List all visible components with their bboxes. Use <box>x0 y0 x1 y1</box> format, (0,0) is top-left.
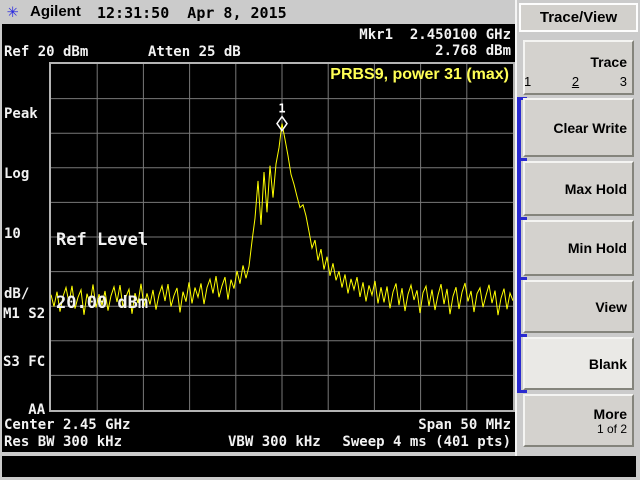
softkey-page-indicator: 1 of 2 <box>596 421 627 436</box>
span-label: Span 50 MHz <box>418 417 511 433</box>
softkey-blank[interactable]: Blank <box>523 337 634 390</box>
menu-title: Trace/View <box>519 3 638 32</box>
agilent-starburst-icon: ✳ <box>7 0 19 22</box>
softkey-label: Max Hold <box>564 180 627 197</box>
display-screen: 1 Mkr1 2.450100 GHz 2.768 dBm Ref 20 dBm… <box>2 24 515 452</box>
status-line: AA <box>3 402 46 418</box>
softkey-label: Clear Write <box>553 119 627 136</box>
marker-number-label: 1 <box>278 102 285 116</box>
softkey-label: View <box>595 298 627 315</box>
trace-mode-bracket <box>517 97 521 393</box>
softkey-view[interactable]: View <box>523 280 634 333</box>
scale-per-div-unit: dB/ <box>4 286 30 302</box>
message-bar <box>2 456 636 477</box>
softkey-panel: Trace/View Trace 1 2 3 Clear Write Max H… <box>515 0 640 456</box>
status-line: M1 S2 <box>3 306 46 322</box>
ref-level-overlay-title: Ref Level <box>56 230 149 250</box>
marker-frequency-readout: Mkr1 2.450100 GHz <box>359 27 511 43</box>
scale-type-label: Log <box>4 166 30 182</box>
softkey-label: Min Hold <box>567 240 627 256</box>
marker-amplitude-readout: 2.768 dBm <box>435 43 511 59</box>
ref-level-overlay: Ref Level 20.00 dBm <box>56 188 148 356</box>
bracket-tick <box>517 158 527 161</box>
top-bar: ✳ Agilent 12:31:50 Apr 8, 2015 <box>0 0 515 24</box>
trace-title-annotation: PRBS9, power 31 (max) <box>330 66 509 83</box>
softkey-more[interactable]: More 1 of 2 <box>523 394 634 447</box>
softkey-max-hold[interactable]: Max Hold <box>523 161 634 216</box>
trace-option[interactable]: 3 <box>619 74 627 89</box>
trace-softkey-label: Trace <box>590 54 627 70</box>
ref-level-overlay-value: 20.00 dBm <box>56 293 149 313</box>
attenuation-label: Atten 25 dB <box>148 44 241 60</box>
bracket-tick <box>517 334 527 337</box>
softkey-label: Blank <box>588 355 627 372</box>
detector-mode-label: Peak <box>4 106 38 122</box>
res-bw-label: Res BW 300 kHz <box>4 434 123 450</box>
bracket-tick <box>517 97 527 100</box>
datetime-label: 12:31:50 Apr 8, 2015 <box>97 4 287 22</box>
bracket-tick <box>517 217 527 220</box>
brand-label: Agilent <box>30 3 81 20</box>
softkey-min-hold[interactable]: Min Hold <box>523 220 634 276</box>
sweep-time-label: Sweep 4 ms (401 pts) <box>342 434 511 450</box>
bracket-tick <box>517 390 527 393</box>
softkey-trace-select[interactable]: Trace 1 2 3 <box>523 40 634 95</box>
status-annunciators: M1 S2 S3 FC AA <box>3 274 54 450</box>
softkey-label: More <box>593 405 627 422</box>
trace-option[interactable]: 1 <box>524 74 532 89</box>
trace-options-row: 1 2 3 <box>524 74 627 89</box>
center-frequency-label: Center 2.45 GHz <box>4 417 131 433</box>
scale-per-div-value: 10 <box>4 226 21 242</box>
status-line: S3 FC <box>3 354 46 370</box>
softkey-clear-write[interactable]: Clear Write <box>523 98 634 157</box>
marker-diamond-icon <box>276 115 288 132</box>
video-bw-label: VBW 300 kHz <box>228 434 321 450</box>
trace-option[interactable]: 2 <box>571 74 580 89</box>
spectrum-plot: 1 <box>49 62 515 412</box>
bracket-tick <box>517 277 527 280</box>
ref-level-label: Ref 20 dBm <box>4 44 89 60</box>
amplitude-scale-labels: Peak Log 10 dB/ <box>4 64 55 344</box>
